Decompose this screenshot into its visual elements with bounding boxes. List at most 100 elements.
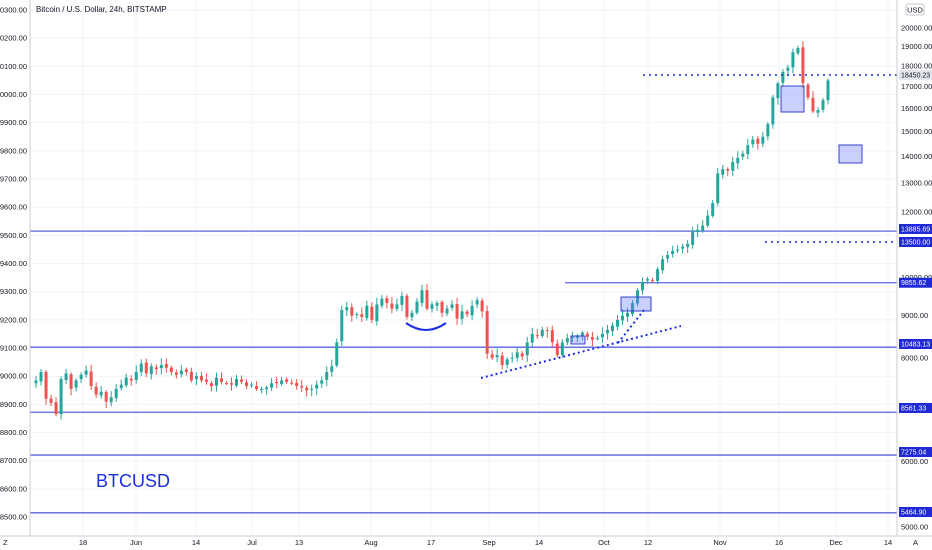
candle-body [144,362,148,374]
price-tag-label: 8561.33 [901,406,926,413]
x-tick-label: 16 [775,538,783,547]
price-tag [899,403,932,413]
currency-button[interactable]: USD [905,3,925,16]
candle-body [410,312,414,318]
left-tick-label: 9900.00 [0,118,27,127]
candle-body [385,298,389,303]
candle-body [164,363,168,368]
candle-body [425,290,429,309]
candle-body [671,250,675,254]
candle-body [641,281,645,291]
candle-body [400,295,404,305]
candle-body [440,301,444,313]
candle-body [250,384,254,386]
price-tag [899,277,932,288]
candle-body [305,387,309,391]
candle-body [174,372,178,375]
candle-body [350,307,354,316]
candle-body [796,48,800,54]
candle-body [54,402,58,415]
price-tag [899,224,932,234]
candle-body [134,371,138,381]
candle-body [89,371,93,387]
candle-body [69,374,73,389]
candle-body [49,398,53,403]
candle-body [285,379,289,382]
candle-body [169,367,173,372]
left-tick-label: 8500.00 [0,513,27,522]
price-tag [899,507,932,517]
auto-scale-icon[interactable]: A [913,538,918,547]
candle-body [666,255,670,259]
candle-body [39,371,43,382]
x-tick-label: 14 [535,538,543,547]
candle-body [656,269,660,281]
candle-body [455,304,459,319]
left-price-scale[interactable]: 10300.00 10200.00 10100.00 10000.00 9900.00 9… [0,6,27,522]
candle-body [550,330,554,343]
currency-label: USD [907,6,923,15]
zoom-icon[interactable]: Z [3,538,8,547]
candle-body [370,306,374,320]
candle-body [555,343,559,356]
left-tick-label: 9000.00 [0,372,27,381]
candle-body [330,366,334,372]
candle-body [114,388,118,399]
candle-body [44,371,48,399]
projection-box-dec [838,144,863,164]
candle-body [771,97,775,125]
candle-body [265,387,269,390]
candle-body [149,366,153,375]
trendline-dotted-upper [617,309,645,344]
time-scale[interactable]: 18 Jun 14 Jul 13 Aug 17 Sep 14 Oct 12 Nov 16 Dec 14 [79,538,892,547]
candle-body [260,388,264,390]
candle-body [651,280,655,282]
candle-body [375,304,379,322]
candle-body [300,385,304,388]
left-tick-label: 8900.00 [0,400,27,409]
price-tag [899,339,932,349]
candle-body [74,380,78,388]
candle-body [310,388,314,390]
candle-body [139,363,143,373]
candle-body [515,352,519,358]
price-tag-label: 18450.23 [901,73,930,80]
candle-body [681,246,685,249]
candle-body [380,298,384,306]
candle-body [184,369,188,372]
price-tag-label: 13500.00 [901,240,930,247]
candle-body [490,354,494,358]
candle-body [781,71,785,83]
left-tick-label: 10100.00 [0,62,27,71]
right-tick-label: 17000.00 [901,82,932,91]
left-tick-label: 8800.00 [0,428,27,437]
left-tick-label: 9800.00 [0,146,27,155]
candle-body [696,229,700,232]
candle-body [706,215,710,226]
candle-body [445,308,449,314]
candle-body [816,110,820,113]
candle-body [540,329,544,337]
right-price-scale[interactable]: 20000.00 19000.00 18000.00 17000.00 16000.00… [901,24,932,532]
candle-body [340,310,344,342]
candle-body [415,301,419,313]
candle-body [395,304,399,309]
candle-body [751,139,755,145]
candle-body [600,333,604,338]
candle-body [711,202,715,216]
left-tick-label: 9700.00 [0,175,27,184]
candle-body [736,157,740,164]
candle-body [585,333,589,337]
candle-body [365,305,369,319]
candle-body [776,83,780,99]
candle-body [194,376,198,380]
right-tick-label: 13000.00 [901,179,932,188]
candle-body [275,382,279,384]
price-tag-label: 13885.69 [901,227,930,234]
candle-body [229,383,233,385]
candle-body [520,353,524,357]
candle-body [575,335,579,338]
candle-body [746,145,750,154]
candle-body [390,303,394,309]
candle-body [94,386,98,395]
